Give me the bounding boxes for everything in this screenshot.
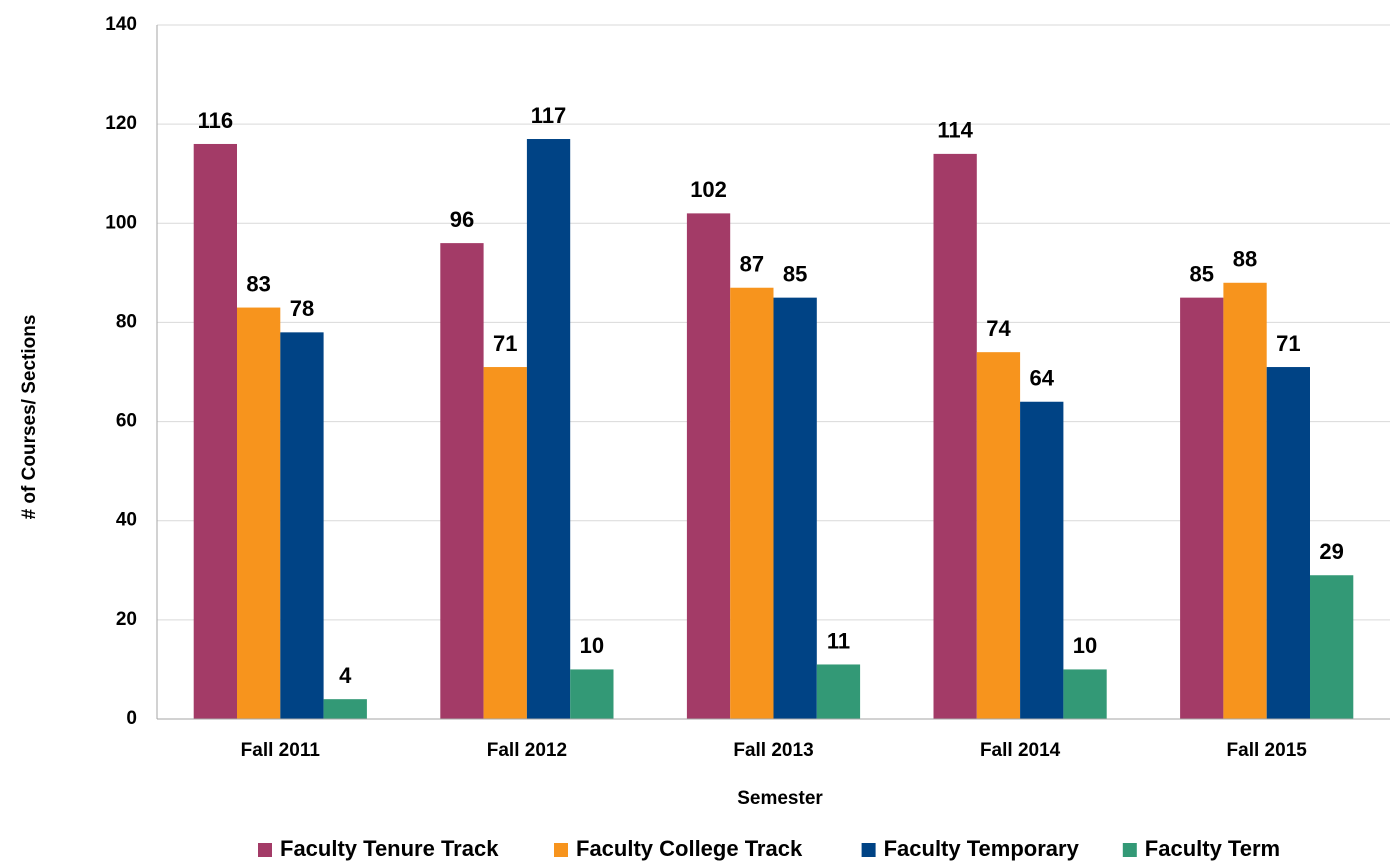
bar: [933, 153, 977, 719]
bar: [773, 297, 817, 719]
data-label: 88: [1233, 247, 1257, 272]
legend-swatch: [861, 843, 876, 857]
bar: [237, 307, 281, 719]
x-tick-label: Fall 2013: [733, 740, 813, 761]
data-label: 85: [783, 261, 807, 286]
y-tick-label: 80: [116, 311, 137, 332]
legend-swatch: [1122, 843, 1137, 857]
data-label: 117: [531, 103, 567, 128]
data-label: 102: [690, 177, 727, 202]
data-label: 29: [1319, 539, 1343, 564]
bar: [1063, 669, 1107, 719]
data-label: 10: [1073, 633, 1097, 658]
x-tick-label: Fall 2015: [1227, 740, 1308, 761]
y-tick-label: 60: [116, 411, 137, 432]
bar: [816, 664, 861, 719]
bar: [526, 139, 571, 719]
bar: [686, 213, 731, 719]
legend-label: Faculty College Track: [576, 836, 803, 861]
bar: [730, 287, 774, 719]
y-tick-label: 40: [116, 510, 137, 531]
bar: [1020, 401, 1064, 719]
legend-swatch: [554, 843, 568, 857]
data-label: 116: [198, 108, 234, 133]
x-axis-label: Semester: [737, 788, 823, 809]
y-tick-label: 100: [105, 212, 137, 233]
data-label: 83: [246, 271, 270, 296]
bar: [976, 352, 1021, 719]
bar: [570, 669, 614, 719]
data-label: 74: [986, 316, 1011, 341]
bar: [323, 699, 367, 719]
bar: [1180, 297, 1224, 719]
bar: [1266, 367, 1310, 719]
y-tick-label: 20: [116, 609, 137, 630]
x-tick-label: Fall 2012: [487, 740, 567, 761]
data-label: 71: [1276, 331, 1300, 356]
x-tick-label: Fall 2014: [980, 740, 1061, 761]
bar: [440, 243, 484, 719]
bar: [1223, 282, 1267, 719]
data-label: 10: [580, 633, 604, 658]
bar: [280, 332, 324, 719]
data-label: 78: [290, 296, 314, 321]
data-label: 64: [1030, 366, 1055, 391]
data-label: 11: [827, 628, 850, 653]
data-label: 114: [937, 118, 973, 143]
bar: [1310, 575, 1354, 719]
y-tick-label: 0: [126, 708, 137, 729]
data-label: 4: [339, 663, 352, 688]
y-tick-label: 140: [105, 14, 137, 35]
data-label: 96: [450, 207, 474, 232]
legend-swatch: [258, 843, 272, 857]
bar: [483, 367, 527, 719]
data-label: 87: [740, 252, 764, 277]
y-axis-label: # of Courses/ Sections: [19, 315, 40, 520]
legend-label: Faculty Temporary: [884, 836, 1080, 861]
legend-label: Faculty Tenure Track: [280, 836, 499, 861]
legend-label: Faculty Term: [1145, 836, 1280, 861]
data-label: 85: [1190, 261, 1214, 286]
data-label: 71: [493, 331, 517, 356]
bar: [193, 143, 237, 719]
x-tick-label: Fall 2011: [241, 740, 321, 761]
y-tick-label: 120: [105, 113, 137, 134]
